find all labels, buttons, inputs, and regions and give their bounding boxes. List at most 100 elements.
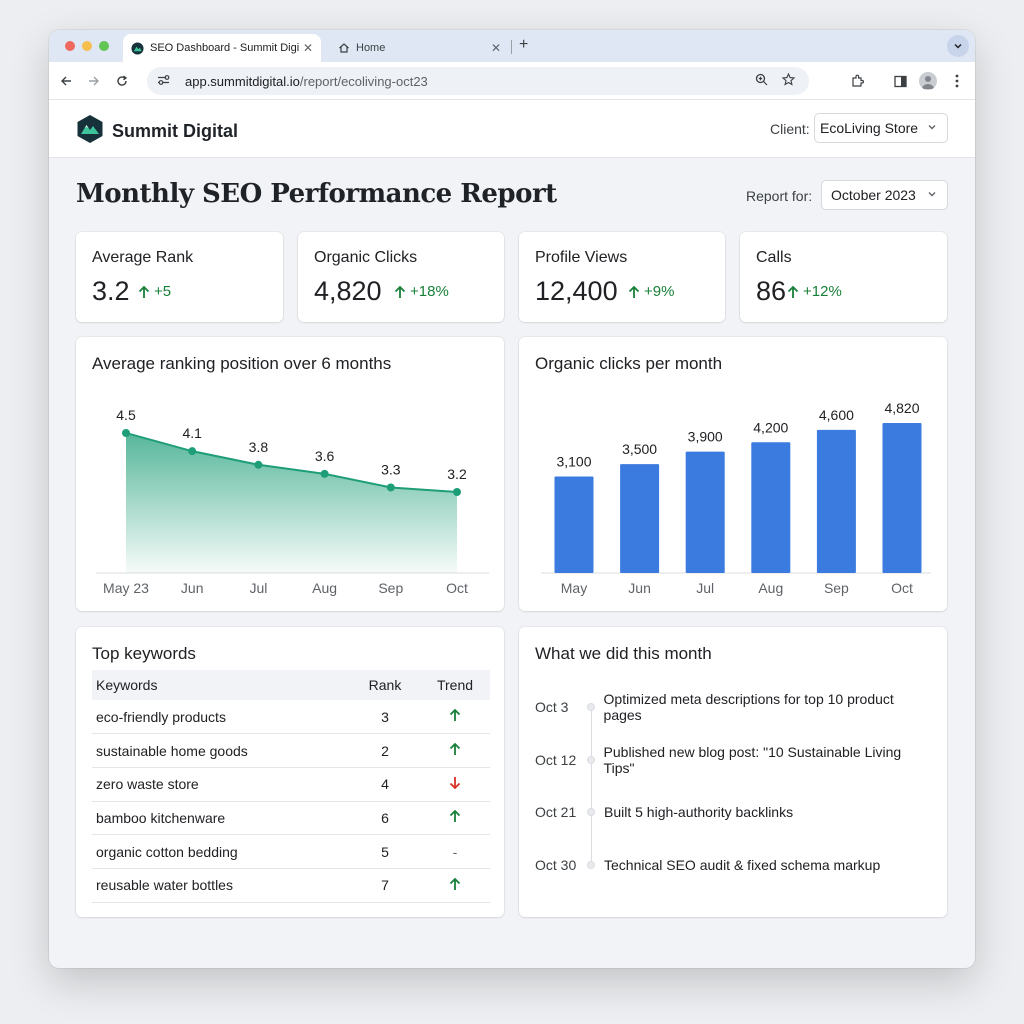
browser-menu-kebab-icon[interactable] [948,72,966,90]
data-label: 3,100 [556,454,591,470]
trend-cell [420,767,490,802]
data-label: 3,900 [688,429,723,445]
profile-avatar[interactable] [919,72,937,90]
kpi-card-profile-views: Profile Views 12,400 +9% [519,232,725,322]
tab-seo-dashboard[interactable]: SEO Dashboard - Summit Digital ✕ [123,34,321,62]
client-select-value: EcoLiving Store [820,120,919,136]
x-tick-label: Sep [378,580,403,596]
trend-up-arrow-icon [449,810,461,823]
home-icon [337,42,350,55]
trend-flat-dash-icon: - [452,843,458,860]
table-header-row: Keywords Rank Trend [92,670,490,700]
data-point[interactable] [386,483,395,492]
ranking-chart-card: Average ranking position over 6 months 4… [76,337,504,611]
column-header-keywords[interactable]: Keywords [92,670,350,700]
trend-up-arrow-icon [449,708,461,722]
column-header-trend[interactable]: Trend [420,670,490,700]
table-row[interactable]: eco-friendly products 3 [92,700,490,735]
timeline-item: Oct 3 Optimized meta descriptions for top… [535,691,933,723]
data-point[interactable] [453,488,461,496]
timeline-dot [587,757,594,763]
address-bar-actions [755,72,796,89]
arrow-up-icon [138,285,150,298]
x-tick-label: Aug [312,580,337,596]
bar[interactable] [554,476,594,573]
series-line [125,432,458,493]
chart-title: Average ranking position over 6 months [92,354,392,373]
kpi-delta-value: +12% [803,283,842,300]
rank-cell: 7 [350,868,420,903]
brand-name: Summit Digital [112,121,239,141]
report-period-value: October 2023 [831,187,916,203]
table-row[interactable]: sustainable home goods 2 [92,733,490,768]
summit-favicon-icon [131,41,144,55]
data-point[interactable] [122,429,130,437]
maximize-window-button[interactable] [99,41,109,51]
bar[interactable] [620,464,660,573]
data-point[interactable] [320,469,329,478]
keyword-cell: sustainable home goods [92,733,350,768]
x-tick-label: Jun [628,580,651,596]
x-tick-label: May 23 [103,580,149,596]
kpi-delta: +9% [628,283,674,300]
tab-title: Home [356,42,386,54]
tab-separator [511,40,512,54]
page-title: Monthly SEO Performance Report [76,179,557,209]
data-label: 4,820 [884,400,919,416]
reload-icon[interactable] [113,72,131,90]
trend-cell [420,868,490,903]
kpi-delta: +12% [787,283,842,300]
data-label: 3.8 [249,439,269,455]
report-period-select[interactable]: October 2023 [821,180,948,210]
clicks-bar-chart: 3,100 May 3,500 Jun 3,900 Jul 4,200 Aug 4,600 Sep… [541,400,931,596]
bookmark-star-icon[interactable] [781,72,796,89]
browser-toolbar: app.summitdigital.io/report/ecoliving-oc… [49,62,975,100]
bar[interactable] [751,442,791,573]
kpi-value: 3.2 [92,276,130,306]
forward-arrow-icon[interactable] [85,72,103,90]
kpi-value: 4,820 [314,276,382,306]
table-row[interactable]: bamboo kitchenware 6 [92,801,490,836]
close-window-button[interactable] [65,41,75,51]
data-label: 3,500 [622,441,657,457]
x-tick-label: Oct [891,580,913,596]
close-tab-icon[interactable]: ✕ [302,41,313,55]
column-header-rank[interactable]: Rank [350,670,420,700]
chevron-down-icon [927,189,937,202]
activity-card: What we did this month Oct 3 Optimized me… [519,627,947,917]
address-bar[interactable]: app.summitdigital.io/report/ecoliving-oc… [147,67,809,95]
kpi-label: Calls [756,249,792,266]
data-label: 3.6 [315,448,335,464]
new-tab-button[interactable]: + [519,36,529,53]
table-row[interactable]: zero waste store 4 [92,767,490,802]
site-settings-icon[interactable] [157,74,173,89]
tab-search-chevron-icon[interactable] [947,35,969,57]
rank-cell: 5 [350,834,420,869]
chart-title: Organic clicks per month [535,354,723,373]
table-row[interactable]: organic cotton bedding 5 - [92,834,490,869]
extensions-puzzle-icon[interactable] [849,72,867,90]
client-select[interactable]: EcoLiving Store [814,113,948,143]
bar[interactable] [882,423,922,573]
keywords-table: Keywords Rank Trend eco-friendly product… [92,670,490,903]
bar[interactable] [685,451,725,573]
x-tick-label: Aug [758,580,783,596]
brand[interactable]: Summit Digital [76,114,238,149]
bar[interactable] [816,429,856,573]
side-panel-icon[interactable] [891,72,909,90]
data-point[interactable] [254,460,263,469]
arrow-up-icon [628,285,640,298]
table-row[interactable]: reusable water bottles 7 [92,868,490,903]
data-point[interactable] [188,447,197,456]
tab-home[interactable]: Home ✕ [329,34,509,62]
summit-digital-logo-icon [76,114,104,149]
minimize-window-button[interactable] [82,41,92,51]
close-tab-icon[interactable]: ✕ [490,41,501,55]
timeline-date: Oct 3 [535,699,569,715]
keyword-cell: organic cotton bedding [92,834,350,869]
kpi-value: 12,400 [535,276,618,306]
ranking-area-chart: 4.5 May 23 4.1 Jun 3.8 Jul 3.6 Aug 3.3 Sep 3.2 Oct [96,407,489,596]
zoom-icon[interactable] [755,73,768,89]
back-arrow-icon[interactable] [57,72,75,90]
kpi-card-calls: Calls 86 +12% [740,232,947,322]
